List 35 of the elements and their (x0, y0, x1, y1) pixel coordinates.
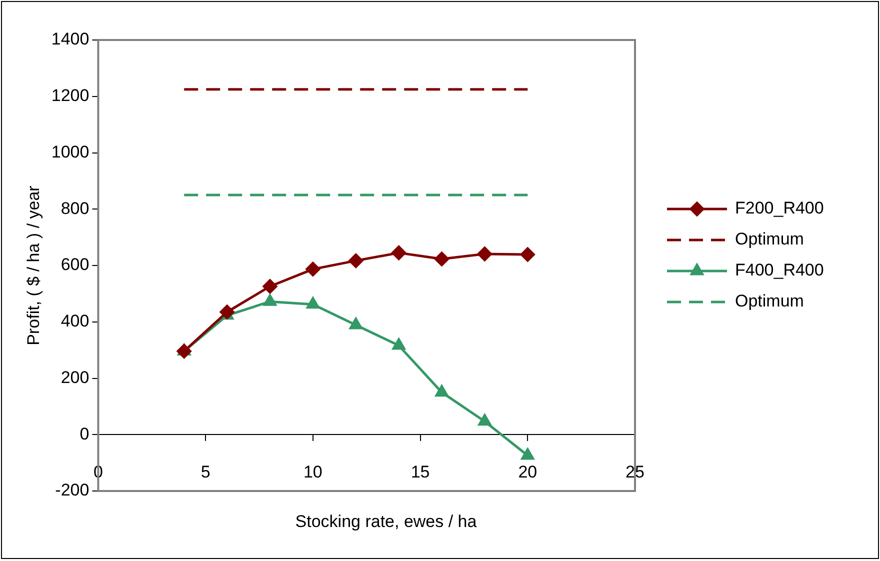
y-tick-label: -200 (55, 480, 90, 500)
point (435, 385, 448, 397)
y-tick-label: 600 (60, 255, 90, 274)
y-tick-label: 0 (80, 424, 90, 444)
legend-label: Optimum (735, 292, 804, 311)
x-tick-label: 10 (303, 462, 322, 482)
x-tick-label: 5 (200, 462, 210, 482)
x-axis-title: Stocking rate, ewes / ha (294, 512, 478, 532)
point (521, 448, 534, 460)
y-tick-label: 1000 (51, 142, 90, 162)
point (520, 247, 535, 262)
x-tick-label: 20 (518, 462, 538, 482)
y-tick-label: 1400 (51, 30, 90, 49)
point (264, 294, 276, 306)
point (306, 262, 320, 276)
y-tick-label: 800 (60, 198, 90, 218)
point (306, 297, 320, 309)
y-axis-title: Profit, ( $ / ha ) / year (24, 185, 43, 346)
point (477, 246, 492, 262)
y-tick-label: 400 (60, 312, 90, 331)
point (349, 318, 362, 330)
y-tick-label: 200 (60, 368, 90, 387)
point (262, 279, 278, 294)
point (348, 253, 364, 268)
legend-label: F400_R400 (735, 260, 824, 280)
point (434, 252, 450, 266)
point (176, 344, 192, 358)
point (392, 246, 406, 260)
legend-label: F200_R400 (735, 198, 824, 218)
point (478, 414, 492, 426)
legend-label: Optimum (735, 230, 804, 249)
y-tick-label: 1200 (51, 86, 90, 106)
point (392, 338, 406, 350)
x-tick-label: 25 (626, 462, 644, 482)
x-tick-label: 15 (410, 462, 430, 482)
